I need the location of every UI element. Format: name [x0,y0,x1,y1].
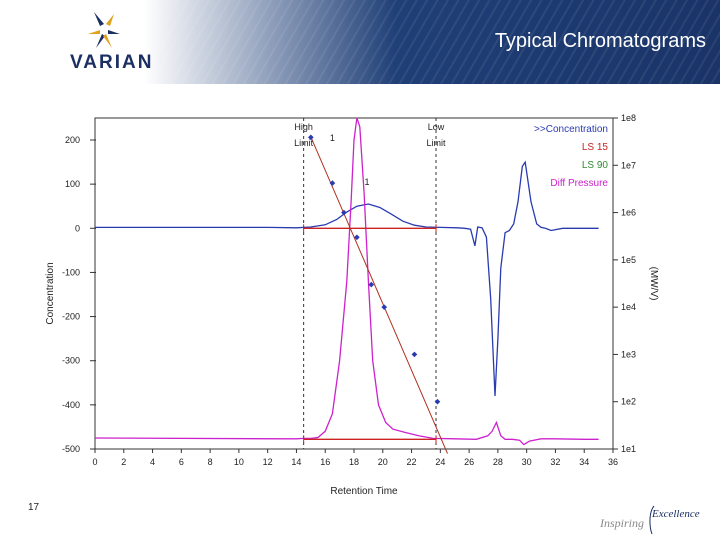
y-right-tick-label: 1e4 [621,302,636,312]
y-left-tick-label: 100 [65,179,80,189]
varian-logo-icon [88,12,120,48]
y-left-tick-label: -300 [62,356,80,366]
calibration-point [368,281,375,288]
tagline-word-excellence: Excellence [652,508,700,520]
y-right-tick-label: 1e8 [621,113,636,123]
tagline-swoosh-icon [649,505,655,535]
x-tick-label: 22 [407,457,417,467]
annotation-marker-2: 1 [364,177,369,187]
y-right-tick-label: 1e2 [621,397,636,407]
x-tick-label: 36 [608,457,618,467]
legend-diff-pressure: Diff Pressure [550,178,608,189]
x-tick-label: 0 [92,457,97,467]
y-right-tick-label: 1e5 [621,255,636,265]
y-left-tick-label: 0 [75,223,80,233]
legend-ls-90: LS 90 [582,160,609,171]
y-right-axis-label: (MW/V) [648,267,659,301]
annotation-high-limit: Limit [294,138,314,148]
calibration-point [411,351,418,358]
x-tick-label: 2 [121,457,126,467]
y-left-tick-label: -400 [62,400,80,410]
y-right-tick-label: 1e6 [621,208,636,218]
x-tick-label: 18 [349,457,359,467]
tagline: Inspiring Excellence [598,504,716,536]
x-tick-label: 6 [179,457,184,467]
header-band [0,0,720,84]
calibration-point [354,234,360,241]
annotation-marker-1: 1 [330,133,335,143]
x-tick-label: 20 [378,457,388,467]
annotation-low-limit: Limit [427,138,447,148]
x-tick-label: 12 [263,457,273,467]
calibration-point [341,209,347,216]
x-tick-label: 34 [579,457,589,467]
y-left-axis-label: Concentration [45,262,56,324]
tagline-word-inspiring: Inspiring [600,516,645,530]
y-left-tick-label: -100 [62,267,80,277]
varian-logo-text: VARIAN [70,52,154,73]
x-tick-label: 16 [320,457,330,467]
x-tick-label: 30 [522,457,532,467]
x-tick-label: 10 [234,457,244,467]
y-left-tick-label: 200 [65,135,80,145]
x-tick-label: 26 [464,457,474,467]
x-tick-label: 32 [550,457,560,467]
x-tick-label: 28 [493,457,503,467]
calibration-point [381,304,388,310]
x-tick-label: 14 [291,457,301,467]
calibration-point [434,398,441,405]
y-left-tick-label: -200 [62,312,80,322]
header-stripes [0,0,720,84]
slide-title: Typical Chromatograms [494,30,706,52]
annotation-high: High [294,122,313,132]
y-left-tick-label: -500 [62,444,80,454]
series-calibration-fit [310,136,448,454]
x-tick-label: 24 [435,457,445,467]
y-right-tick-label: 1e1 [621,444,636,454]
annotation-low: Low [428,122,445,132]
series-diff-pressure [94,117,599,446]
legend-concentration: >>Concentration [534,124,608,135]
y-right-tick-label: 1e7 [621,160,636,170]
calibration-point [329,180,336,186]
calibration-point [308,134,314,141]
plot-frame [94,117,614,450]
x-axis-label: Retention Time [330,486,398,497]
legend-ls-15: LS 15 [582,142,609,153]
x-tick-label: 4 [150,457,155,467]
y-right-tick-label: 1e3 [621,349,636,359]
page-number: 17 [28,502,40,513]
x-tick-label: 8 [208,457,213,467]
